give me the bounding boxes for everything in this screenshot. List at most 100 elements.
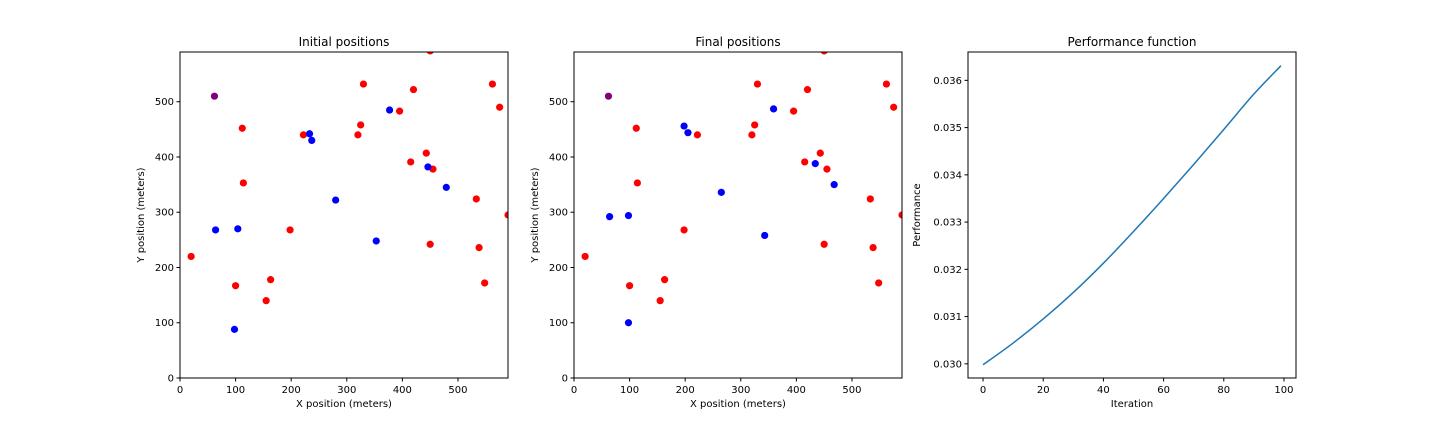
data-point (680, 226, 688, 234)
y-tick-label: 100 (155, 318, 174, 329)
plot-data-group (982, 65, 1282, 366)
plot-frame (573, 51, 903, 379)
y-tick-label: 100 (549, 318, 568, 329)
x-tick-label: 60 (1157, 385, 1170, 396)
data-point (426, 52, 434, 55)
y-tick-label: 0 (168, 374, 174, 385)
data-point (898, 211, 902, 219)
plot-data-group (187, 52, 508, 333)
x-tick-label: 100 (226, 385, 245, 396)
data-point (210, 92, 219, 100)
data-point (820, 52, 828, 55)
data-point (211, 226, 220, 234)
y-tick-label: 0.035 (933, 123, 962, 134)
data-point (769, 105, 778, 113)
x-axis-label: Iteration (1111, 399, 1153, 410)
x-tick-label: 80 (1217, 385, 1230, 396)
chart-panel-3: 0 20 40 60 80 100 0.030 0.031 0.032 0.033 0.034 0.0… (912, 35, 1297, 410)
data-point (882, 80, 891, 88)
y-tick-label: 500 (155, 97, 174, 108)
data-point (751, 121, 759, 129)
data-point (789, 107, 798, 115)
data-point (661, 276, 669, 284)
data-point (488, 80, 497, 88)
data-point (496, 103, 504, 111)
data-point (481, 279, 489, 287)
x-tick-label: 0 (571, 385, 577, 396)
x-tick-label: 40 (1097, 385, 1110, 396)
data-point (262, 297, 270, 305)
chart-title: Final positions (695, 35, 780, 49)
x-tick-label: 200 (676, 385, 695, 396)
x-tick-label: 0 (177, 385, 183, 396)
data-point (286, 226, 294, 234)
data-point (424, 163, 432, 171)
plot-frame (179, 51, 509, 379)
data-point (869, 244, 877, 252)
data-point (475, 244, 483, 252)
data-point (830, 181, 838, 189)
data-point (816, 149, 824, 157)
data-point (305, 130, 314, 138)
data-point (811, 160, 819, 168)
data-point (820, 240, 828, 248)
data-point (357, 121, 365, 129)
y-tick-label: 0.034 (933, 170, 962, 181)
x-tick-label: 400 (787, 385, 806, 396)
data-point (426, 240, 434, 248)
data-point (354, 131, 362, 139)
data-point (230, 325, 239, 333)
x-tick-label: 100 (1274, 385, 1293, 396)
data-point (409, 85, 418, 94)
data-point (385, 106, 394, 114)
x-axis-label: X position (meters) (296, 399, 392, 410)
data-point (753, 80, 762, 88)
data-point (308, 136, 316, 145)
y-tick-label: 300 (155, 208, 174, 219)
data-point (504, 211, 508, 219)
y-tick-label: 0 (562, 374, 568, 385)
x-tick-label: 500 (842, 385, 861, 396)
data-point (684, 129, 692, 137)
y-tick-label: 0.032 (933, 265, 962, 276)
data-point (267, 276, 275, 284)
data-point (332, 196, 340, 204)
y-axis-label: Y position (meters) (136, 167, 147, 263)
x-tick-label: 500 (448, 385, 467, 396)
x-tick-label: 0 (980, 385, 986, 396)
data-point (875, 279, 883, 287)
data-point (748, 131, 756, 139)
data-point (604, 92, 613, 100)
chart-panel-2: 0 100 200 300 400 500 0 100 200 300 400 500 Final po… (530, 35, 903, 410)
x-axis-label: X position (meters) (690, 399, 786, 410)
data-point (407, 158, 415, 166)
data-point (395, 107, 404, 115)
y-axis-label: Performance (912, 183, 923, 246)
series-line (982, 65, 1282, 366)
data-point (866, 195, 874, 203)
y-tick-label: 400 (155, 152, 174, 163)
data-point (890, 103, 898, 111)
data-point (717, 188, 725, 196)
data-point (633, 179, 641, 187)
x-tick-label: 20 (1037, 385, 1050, 396)
y-tick-label: 300 (549, 208, 568, 219)
x-tick-label: 300 (337, 385, 356, 396)
data-point (625, 282, 634, 290)
data-point (231, 282, 240, 290)
y-axis-label: Y position (meters) (530, 167, 541, 263)
data-point (632, 124, 640, 132)
x-tick-label: 200 (282, 385, 301, 396)
x-tick-label: 100 (620, 385, 639, 396)
y-tick-label: 200 (549, 263, 568, 274)
data-point (234, 225, 242, 233)
y-tick-label: 0.030 (933, 359, 962, 370)
data-point (624, 319, 633, 327)
data-point (624, 211, 633, 220)
data-point (472, 195, 480, 203)
data-point (803, 85, 812, 94)
data-point (680, 122, 688, 130)
data-point (299, 131, 308, 139)
plot-data-group (581, 52, 902, 327)
chart-title: Initial positions (299, 35, 390, 49)
